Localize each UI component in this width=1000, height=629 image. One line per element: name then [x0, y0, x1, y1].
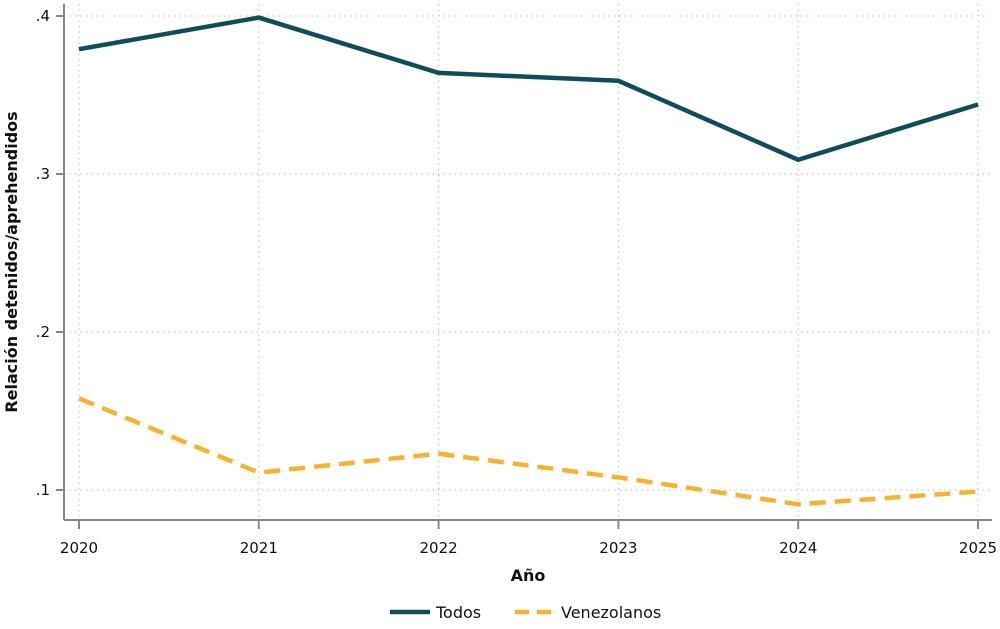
grid — [64, 4, 992, 520]
y-tick-label: .2 — [36, 323, 50, 341]
ticks: .1 .2 .3 .4 2020 2021 2022 2023 2024 2025 — [36, 7, 997, 557]
x-tick-label: 2020 — [60, 539, 98, 557]
y-tick-label: .4 — [36, 7, 50, 25]
series-line-todos — [78, 15, 979, 163]
series-lines — [78, 15, 979, 507]
legend-label-venezolanos: Venezolanos — [561, 603, 661, 622]
y-tick-label: .1 — [36, 481, 50, 499]
x-tick-label: 2022 — [420, 539, 458, 557]
y-axis-label: Relación detenidos/aprehendidos — [2, 111, 21, 412]
x-tick-label: 2021 — [240, 539, 278, 557]
legend-label-todos: Todos — [435, 603, 481, 622]
series-line-venezolanos — [78, 396, 979, 507]
x-tick-label: 2024 — [779, 539, 817, 557]
x-tick-label: 2023 — [599, 539, 637, 557]
y-tick-label: .3 — [36, 165, 50, 183]
x-tick-label: 2025 — [959, 539, 997, 557]
x-axis-label: Año — [511, 566, 546, 585]
legend: Todos Venezolanos — [390, 603, 661, 622]
